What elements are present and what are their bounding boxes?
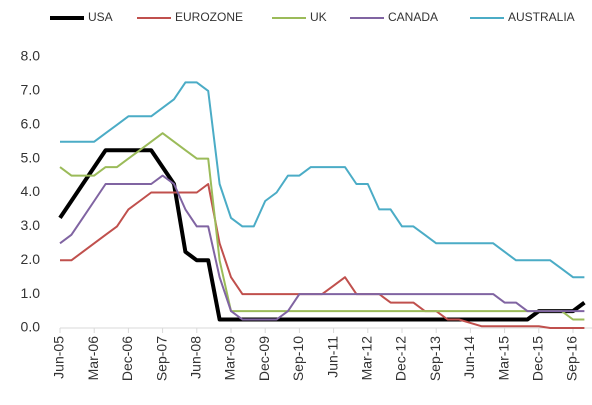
y-tick-label: 2.0 bbox=[21, 251, 41, 267]
legend-label: CANADA bbox=[388, 10, 438, 24]
x-tick-label: Mar-09 bbox=[222, 336, 238, 381]
legend-label: UK bbox=[310, 10, 327, 24]
series-line bbox=[58, 148, 586, 322]
x-tick-label: Mar-12 bbox=[359, 336, 375, 381]
y-tick-label: 1.0 bbox=[21, 285, 41, 301]
x-tick-label: Jun-14 bbox=[461, 336, 477, 379]
x-tick-label: Mar-06 bbox=[85, 336, 101, 381]
x-tick-label: Jun-08 bbox=[188, 336, 204, 379]
legend-label: EUROZONE bbox=[175, 10, 243, 24]
y-tick-label: 0.0 bbox=[21, 319, 41, 335]
series-line bbox=[59, 132, 585, 321]
x-tick-label: Jun-05 bbox=[51, 336, 67, 379]
legend-label: AUSTRALIA bbox=[508, 10, 575, 24]
y-tick-label: 8.0 bbox=[21, 48, 41, 64]
x-tick-label: Dec-15 bbox=[530, 336, 546, 381]
x-tick-label: Sep-16 bbox=[564, 336, 580, 381]
x-tick-label: Jun-11 bbox=[324, 336, 340, 378]
series-line bbox=[60, 183, 585, 329]
series-line bbox=[59, 174, 585, 321]
x-tick-label: Mar-15 bbox=[495, 336, 511, 381]
x-tick-label: Sep-13 bbox=[427, 336, 443, 381]
y-tick-label: 3.0 bbox=[21, 217, 41, 233]
y-tick-label: 6.0 bbox=[21, 115, 41, 131]
y-tick-label: 7.0 bbox=[21, 82, 41, 98]
y-tick-label: 4.0 bbox=[21, 183, 41, 199]
x-tick-label: Sep-07 bbox=[153, 336, 169, 381]
x-tick-label: Dec-06 bbox=[119, 336, 135, 381]
legend-label: USA bbox=[88, 10, 113, 24]
series-line bbox=[60, 81, 585, 279]
y-tick-label: 5.0 bbox=[21, 149, 41, 165]
x-tick-label: Dec-09 bbox=[256, 336, 272, 381]
x-tick-label: Sep-10 bbox=[290, 336, 306, 381]
x-tick-label: Dec-12 bbox=[393, 336, 409, 381]
